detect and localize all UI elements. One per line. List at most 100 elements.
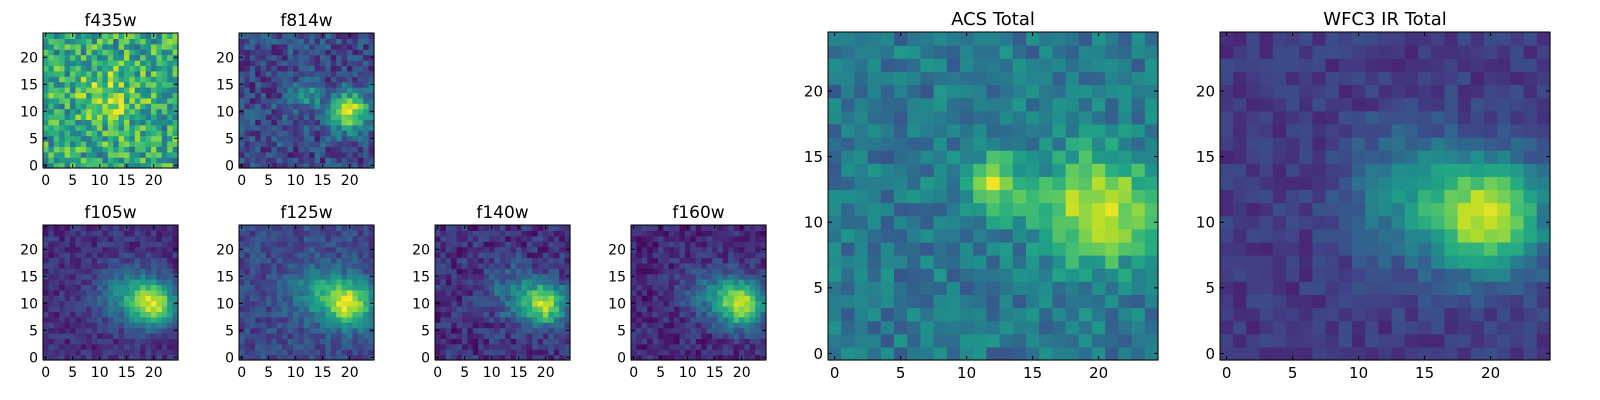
- pixel-cell: [347, 338, 353, 345]
- pixel-cell: [320, 289, 326, 296]
- pixel-cell: [1131, 320, 1146, 335]
- pixel-cell: [489, 252, 495, 258]
- pixel-cell: [118, 338, 125, 345]
- pixel-cell: [320, 108, 326, 115]
- pixel-cell: [48, 141, 55, 147]
- pixel-cell: [325, 65, 332, 72]
- pixel-cell: [70, 322, 76, 329]
- pixel-cell: [1444, 163, 1459, 177]
- x-tick-label: 5: [656, 365, 665, 381]
- pixel-cell: [456, 235, 463, 242]
- pixel-cell: [553, 241, 560, 248]
- pixel-cell: [80, 54, 87, 61]
- pixel-cell: [973, 268, 987, 282]
- pixel-cell: [357, 257, 364, 264]
- pixel-cell: [43, 289, 49, 296]
- pixel-cell: [145, 141, 152, 147]
- pixel-cell: [1536, 228, 1551, 243]
- pixel-cell: [59, 81, 66, 88]
- pixel-cell: [287, 316, 294, 323]
- pixel-cell: [690, 252, 697, 258]
- pixel-cell: [249, 119, 256, 126]
- pixel-cell: [894, 215, 908, 230]
- pixel-cell: [920, 346, 935, 361]
- pixel-cell: [739, 333, 745, 339]
- pixel-cell: [451, 241, 458, 248]
- pixel-cell: [1144, 320, 1159, 335]
- pixel-cell: [102, 103, 109, 110]
- pixel-cell: [755, 322, 762, 329]
- pixel-cell: [440, 246, 447, 253]
- pixel-cell: [828, 320, 842, 335]
- pixel-cell: [445, 327, 452, 334]
- pixel-cell: [134, 268, 141, 275]
- pixel-cell: [255, 76, 262, 83]
- pixel-cell: [1131, 32, 1146, 46]
- pixel-cell: [679, 268, 686, 275]
- pixel-cell: [483, 333, 490, 339]
- pixel-cell: [986, 294, 1001, 309]
- pixel-cell: [325, 76, 332, 83]
- pixel-cell: [1457, 228, 1472, 243]
- pixel-cell: [161, 289, 168, 296]
- pixel-cell: [64, 246, 71, 253]
- x-tick-label: 0: [41, 365, 50, 381]
- pixel-cell: [867, 150, 882, 164]
- pixel-cell: [43, 322, 49, 329]
- pixel-cell: [1338, 215, 1353, 230]
- pixel-cell: [330, 76, 337, 83]
- pixel-cell: [368, 311, 375, 318]
- pixel-cell: [973, 255, 987, 269]
- pixel-cell: [86, 151, 93, 158]
- pixel-cell: [1131, 150, 1146, 164]
- pixel-cell: [325, 289, 332, 296]
- pixel-cell: [880, 241, 895, 256]
- pixel-cell: [330, 60, 337, 66]
- pixel-cell: [151, 54, 157, 61]
- pixel-cell: [1404, 307, 1419, 322]
- pixel-cell: [134, 87, 141, 93]
- pixel-cell: [744, 262, 751, 269]
- pixel-cell: [521, 241, 528, 248]
- pixel-cell: [722, 295, 729, 302]
- pixel-cell: [1052, 241, 1067, 256]
- pixel-cell: [282, 124, 289, 131]
- pixel-cell: [472, 343, 479, 350]
- pixel-cell: [161, 246, 168, 253]
- pixel-cell: [118, 268, 125, 275]
- pixel-cell: [249, 322, 256, 329]
- pixel-cell: [755, 327, 762, 334]
- pixel-cell: [679, 225, 686, 231]
- pixel-cell: [880, 294, 895, 309]
- pixel-cell: [1259, 255, 1274, 269]
- pixel-cell: [287, 241, 294, 248]
- pixel-cell: [1039, 346, 1053, 361]
- pixel-cell: [1105, 176, 1119, 191]
- pixel-cell: [467, 284, 474, 291]
- x-tick-label: 20: [1089, 364, 1108, 382]
- pixel-cell: [668, 354, 675, 361]
- pixel-cell: [1065, 110, 1080, 125]
- x-tick-label: 0: [830, 364, 840, 382]
- pixel-cell: [1246, 202, 1261, 217]
- pixel-cell: [690, 343, 697, 350]
- pixel-cell: [107, 300, 114, 307]
- x-tick-label: 20: [145, 365, 163, 381]
- pixel-cell: [516, 289, 522, 296]
- pixel-cell: [368, 230, 375, 237]
- pixel-cell: [357, 65, 364, 72]
- pixel-cell: [564, 268, 571, 275]
- pixel-cell: [43, 60, 49, 66]
- pixel-cell: [1272, 150, 1287, 164]
- pixel-cell: [701, 246, 708, 253]
- pixel-cell: [102, 146, 109, 153]
- pixel-cell: [467, 295, 474, 302]
- pixel-cell: [1078, 45, 1093, 59]
- pixel-cell: [75, 327, 82, 334]
- pixel-cell: [1404, 202, 1419, 217]
- pixel-cell: [97, 146, 103, 153]
- pixel-cell: [1105, 320, 1119, 335]
- pixel-cell: [102, 230, 109, 237]
- pixel-cell: [1378, 215, 1393, 230]
- pixel-cell: [1246, 255, 1261, 269]
